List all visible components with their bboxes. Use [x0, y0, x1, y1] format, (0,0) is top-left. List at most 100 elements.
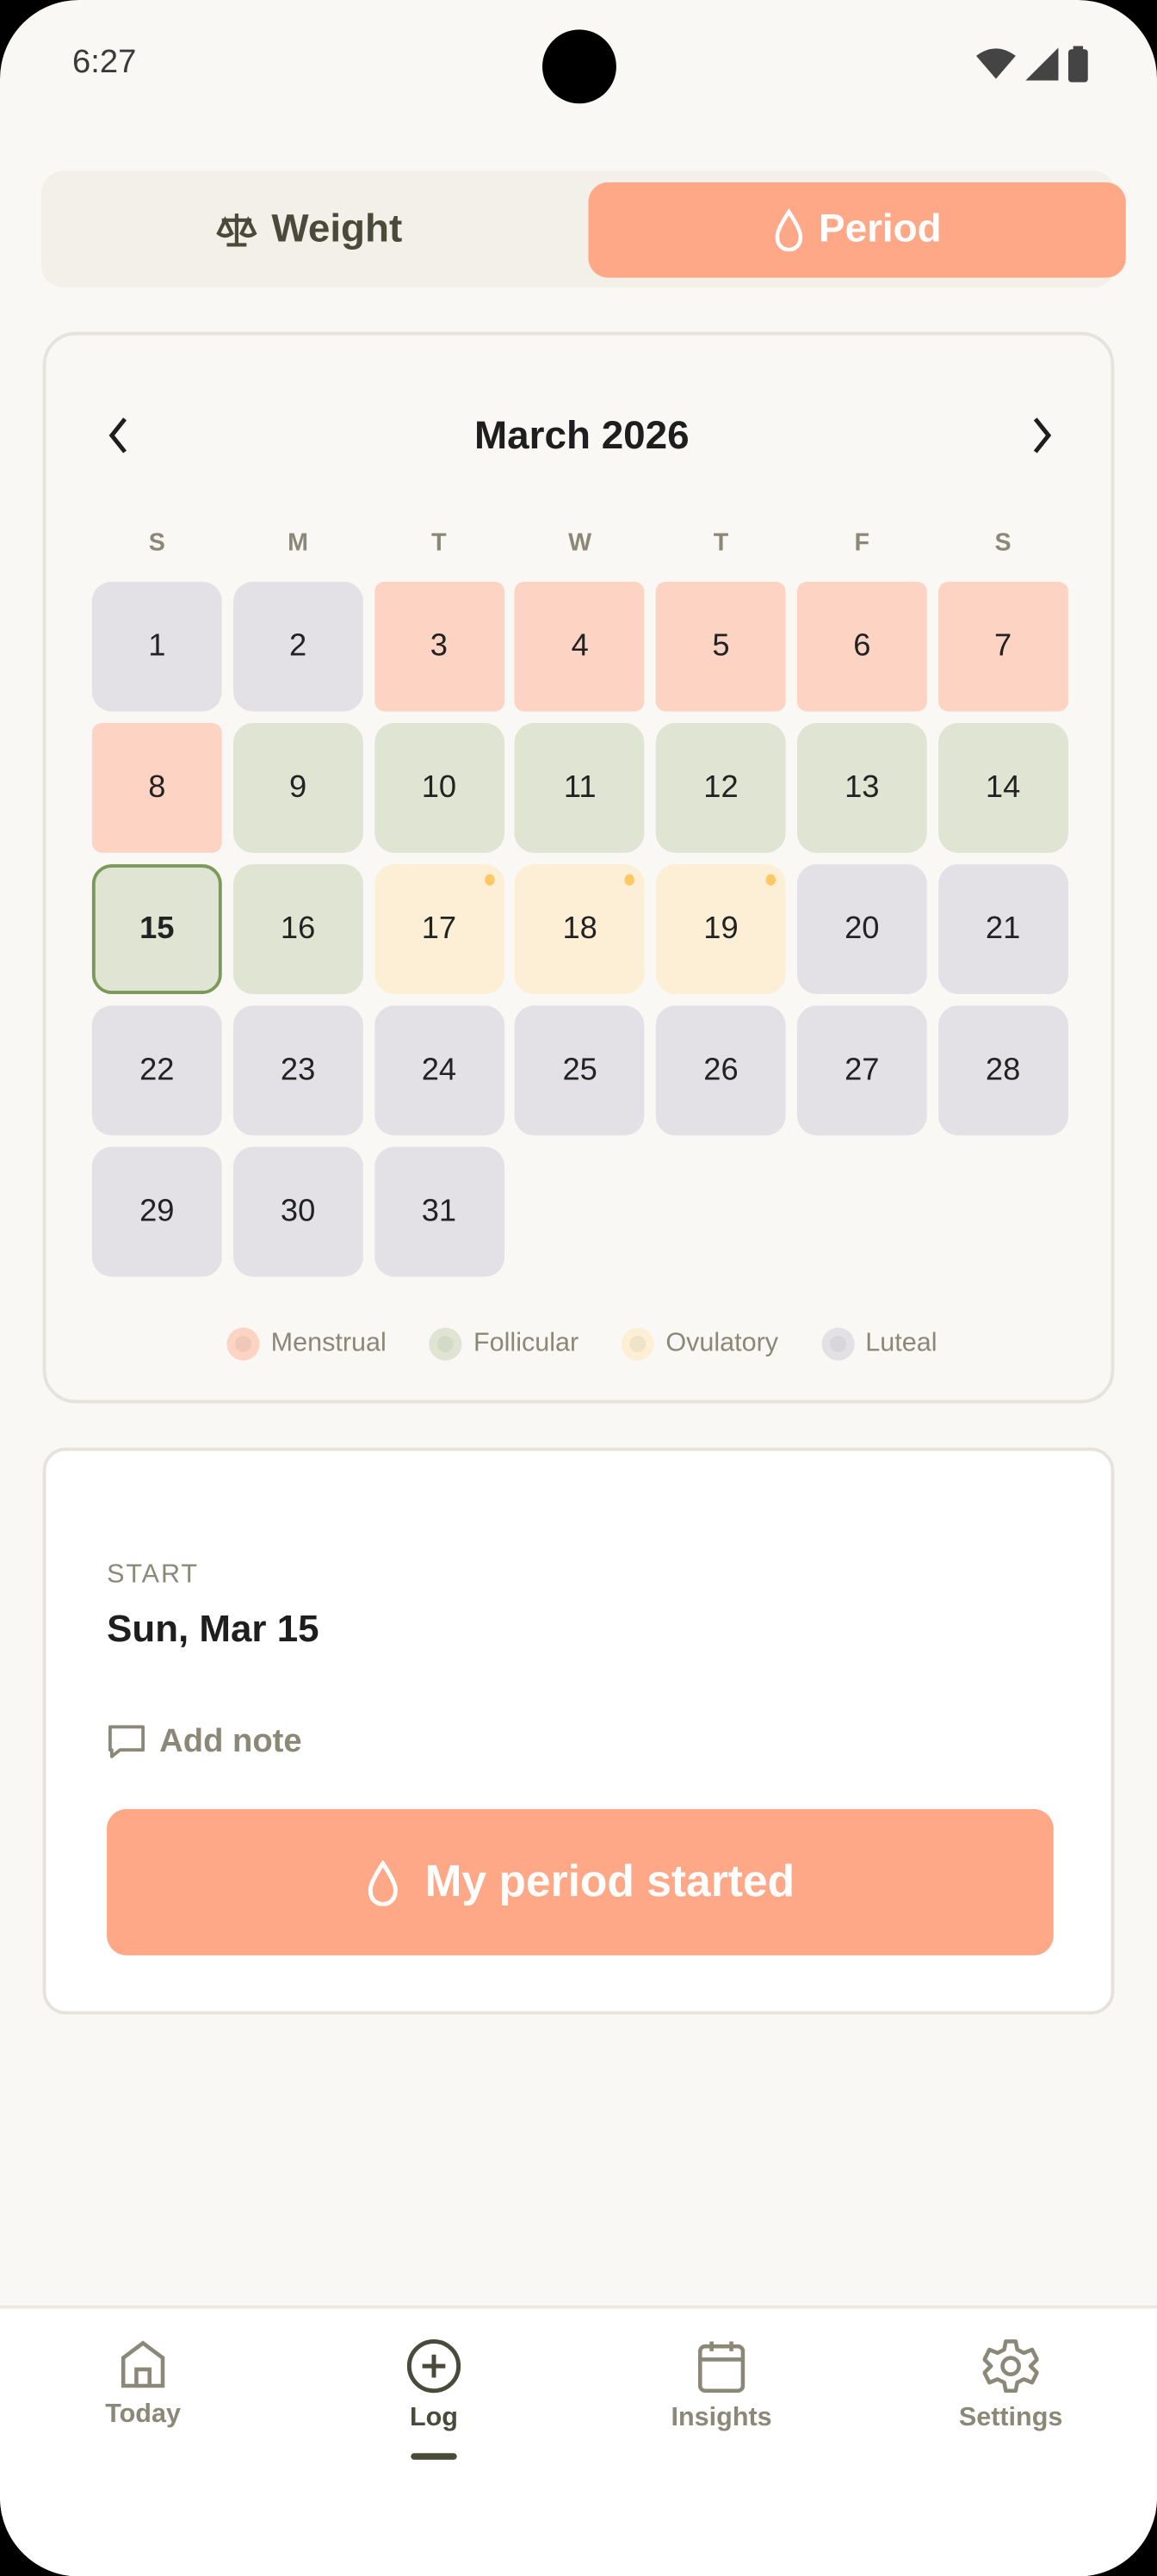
day-number: 14: [985, 769, 1021, 805]
day-cell[interactable]: 17: [374, 864, 504, 995]
legend-label: Follicular: [473, 1329, 579, 1357]
next-month-button[interactable]: [1018, 411, 1067, 460]
weekday-label: S: [994, 528, 1012, 558]
day-number: 27: [845, 1052, 880, 1087]
calendar-icon: [697, 2341, 746, 2394]
drop-icon: [368, 1859, 399, 1906]
day-cell[interactable]: 3: [374, 581, 504, 712]
day-number: 5: [712, 628, 730, 664]
day-number: 6: [853, 628, 871, 664]
day-cell[interactable]: 9: [232, 723, 363, 853]
day-number: 29: [139, 1193, 175, 1229]
day-cell[interactable]: 21: [937, 864, 1068, 995]
day-cell[interactable]: 13: [796, 723, 927, 853]
day-number: 16: [280, 911, 316, 946]
day-number: 3: [430, 628, 448, 664]
day-cell[interactable]: 29: [91, 1146, 222, 1277]
scale-icon: [216, 213, 257, 247]
camera-cutout: [542, 29, 616, 104]
plus-circle-icon: [406, 2338, 461, 2394]
day-cell-today[interactable]: 15: [91, 864, 222, 995]
day-cell[interactable]: 28: [937, 1005, 1068, 1136]
phase-legend: Menstrual Follicular Ovulatory Luteal: [46, 1327, 1117, 1361]
day-cell[interactable]: 19: [656, 864, 786, 995]
day-cell[interactable]: 7: [937, 581, 1068, 712]
legend-swatch: [226, 1327, 260, 1361]
add-note-label: Add note: [159, 1722, 302, 1759]
ovulation-dot: [765, 874, 776, 886]
day-cell[interactable]: 18: [515, 864, 646, 995]
tab-weight[interactable]: Weight: [41, 182, 577, 278]
day-number: 31: [421, 1193, 457, 1229]
weekday-label: T: [431, 528, 447, 558]
day-number: 13: [845, 769, 880, 805]
tab-weight-label: Weight: [271, 207, 403, 252]
gear-icon: [982, 2339, 1039, 2394]
nav-settings-label: Settings: [958, 2404, 1063, 2432]
day-cell[interactable]: 30: [232, 1146, 363, 1277]
ovulation-dot: [484, 874, 494, 886]
day-number: 28: [985, 1052, 1021, 1087]
legend-swatch: [621, 1327, 655, 1361]
day-cell[interactable]: 16: [232, 864, 363, 995]
day-cell[interactable]: 27: [796, 1005, 927, 1136]
day-number: 10: [421, 769, 457, 805]
legend-item: Luteal: [820, 1327, 937, 1361]
battery-icon: [1067, 46, 1088, 83]
period-started-button[interactable]: My period started: [107, 1808, 1054, 1955]
drop-icon: [775, 208, 803, 252]
legend-item: Follicular: [429, 1327, 579, 1361]
mode-toggle: Weight Period: [40, 170, 1126, 288]
legend-item: Menstrual: [226, 1327, 387, 1361]
legend-swatch: [820, 1327, 854, 1361]
day-cell[interactable]: 12: [656, 723, 786, 853]
day-number: 22: [139, 1052, 175, 1087]
day-cell[interactable]: 31: [374, 1146, 504, 1277]
chevron-right-icon: [1033, 417, 1052, 454]
ovulation-dot: [625, 874, 635, 886]
day-cell[interactable]: 23: [232, 1005, 363, 1136]
nav-log[interactable]: Log: [335, 2338, 532, 2460]
add-note-button[interactable]: Add note: [107, 1722, 302, 1762]
status-time: 6:27: [72, 44, 137, 81]
day-number: 9: [289, 769, 307, 805]
legend-item: Ovulatory: [621, 1327, 778, 1361]
day-cell[interactable]: 2: [232, 581, 363, 712]
day-cell[interactable]: 24: [374, 1005, 504, 1136]
day-number: 7: [994, 628, 1012, 664]
prev-month-button[interactable]: [94, 411, 143, 460]
weekday-label: M: [288, 528, 309, 558]
tab-period-label: Period: [819, 207, 942, 252]
day-number: 12: [703, 769, 739, 805]
start-label: START: [107, 1560, 199, 1590]
month-title: March 2026: [474, 414, 690, 459]
day-number: 2: [289, 628, 307, 664]
day-cell[interactable]: 6: [796, 581, 927, 712]
nav-settings[interactable]: Settings: [913, 2338, 1110, 2434]
day-cell[interactable]: 10: [374, 723, 504, 853]
nav-today[interactable]: Today: [45, 2338, 242, 2431]
bottom-nav: Today Log Insights Settings: [0, 2305, 1157, 2576]
nav-insights[interactable]: Insights: [623, 2338, 820, 2434]
nav-today-label: Today: [105, 2400, 181, 2429]
day-cell[interactable]: 5: [656, 581, 786, 712]
legend-swatch: [429, 1327, 462, 1361]
day-number: 4: [571, 628, 589, 664]
day-cell[interactable]: 1: [91, 581, 222, 712]
day-number: 23: [280, 1052, 316, 1087]
day-cell[interactable]: 25: [515, 1005, 646, 1136]
day-cell[interactable]: 22: [91, 1005, 222, 1136]
tab-period[interactable]: Period: [588, 182, 1126, 278]
day-number: 15: [139, 911, 175, 946]
day-number: 18: [562, 911, 597, 946]
day-cell[interactable]: 14: [937, 723, 1068, 853]
day-cell[interactable]: 4: [515, 581, 646, 712]
day-cell[interactable]: 20: [796, 864, 927, 995]
day-number: 1: [148, 628, 166, 664]
day-cell[interactable]: 26: [656, 1005, 786, 1136]
day-cell[interactable]: 11: [515, 723, 646, 853]
day-cell[interactable]: 8: [91, 723, 222, 853]
day-number: 21: [985, 911, 1021, 946]
